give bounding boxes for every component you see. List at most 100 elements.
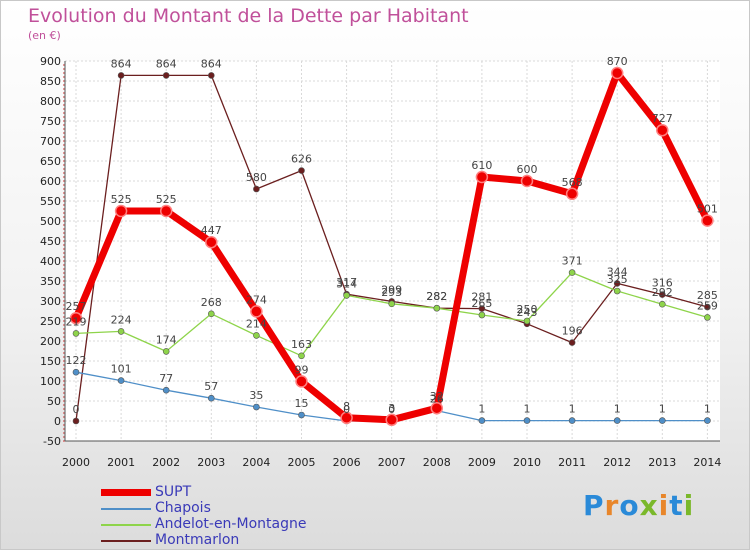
data-label: 265 [471, 297, 492, 310]
data-point [568, 269, 576, 276]
data-label: 8 [343, 400, 350, 413]
data-label: 525 [156, 193, 177, 206]
data-point [658, 300, 666, 308]
data-label: 299 [381, 283, 402, 296]
legend-label: SUPT [155, 484, 192, 500]
grid [65, 60, 720, 442]
data-label: 292 [652, 286, 673, 299]
data-point [208, 394, 215, 402]
x-tick-label: 2009 [468, 456, 496, 469]
data-label: 77 [159, 372, 173, 385]
data-label: 1 [659, 403, 666, 416]
data-label: 3 [388, 402, 395, 415]
data-point [72, 368, 80, 376]
data-label: 317 [336, 276, 357, 289]
data-point [162, 386, 170, 394]
data-point [388, 300, 396, 308]
y-tick-label: 750 [40, 115, 61, 128]
data-label: 325 [607, 273, 628, 286]
data-point [704, 417, 711, 424]
data-label: 501 [697, 203, 718, 216]
data-label: 864 [156, 57, 177, 70]
data-label: 282 [426, 290, 447, 303]
x-tick-label: 2002 [152, 456, 180, 469]
data-label: 371 [562, 255, 583, 268]
series-andelot-en-montagne [72, 269, 711, 360]
data-label: 344 [607, 265, 628, 278]
data-label: 525 [111, 193, 132, 206]
data-point [701, 214, 714, 227]
y-tick-label: 50 [47, 395, 61, 408]
data-point [656, 123, 669, 137]
data-label: 219 [66, 315, 87, 328]
data-point [613, 417, 621, 424]
data-point [253, 332, 260, 339]
logo-letter: P [583, 489, 605, 522]
data-label: 122 [66, 354, 87, 367]
data-label: 214 [246, 317, 267, 330]
data-label: 864 [201, 57, 222, 70]
legend-label: Andelot-en-Montagne [155, 516, 307, 532]
data-point [72, 330, 80, 337]
data-point [433, 304, 441, 312]
data-point [610, 66, 624, 80]
data-point [523, 417, 531, 424]
data-point [208, 310, 215, 318]
data-point [117, 377, 125, 384]
data-label: 196 [562, 325, 583, 338]
data-label: 32 [430, 390, 444, 403]
data-label: 600 [517, 163, 538, 176]
data-label: 259 [697, 299, 718, 312]
data-label: 257 [66, 300, 87, 313]
data-label: 101 [111, 363, 132, 376]
data-point [250, 305, 263, 318]
data-label: 268 [201, 296, 222, 309]
data-point [520, 174, 534, 188]
axes: -500501001502002503003504004505005506006… [40, 55, 721, 469]
logo-letter: r [604, 489, 620, 522]
data-point [253, 403, 260, 411]
logo-letter: i [658, 489, 670, 522]
x-tick-label: 2005 [288, 456, 316, 469]
x-tick-label: 2010 [513, 456, 541, 469]
y-tick-label: 350 [40, 275, 61, 288]
legend-label: Montmarlon [155, 532, 240, 548]
data-label: 293 [381, 286, 402, 299]
data-label: 250 [517, 303, 538, 316]
data-point [613, 280, 621, 287]
data-point [658, 291, 666, 298]
y-tick-label: 800 [40, 95, 61, 108]
data-label: 447 [201, 224, 222, 237]
data-point [565, 187, 579, 201]
data-label: 568 [562, 176, 583, 189]
data-label: 274 [246, 293, 267, 306]
legend-swatch [101, 508, 151, 510]
data-label: 0 [73, 403, 80, 416]
data-point [162, 72, 170, 79]
legend-swatch [101, 489, 151, 496]
x-tick-label: 2007 [378, 456, 406, 469]
data-point [478, 417, 486, 424]
data-label: 0 [343, 403, 350, 416]
data-point [478, 311, 486, 319]
data-label: 163 [291, 338, 312, 351]
series-layer [69, 66, 714, 427]
data-label: 15 [295, 397, 309, 410]
y-tick-label: 250 [40, 315, 61, 328]
data-label: 35 [249, 389, 263, 402]
data-label: 1 [478, 403, 485, 416]
proxiti-logo: Proxiti [583, 489, 694, 522]
y-tick-label: 900 [40, 55, 61, 68]
data-label: 243 [517, 306, 538, 319]
data-point [523, 317, 531, 325]
y-tick-label: 450 [40, 235, 61, 248]
data-point [298, 167, 305, 174]
data-point [385, 413, 398, 427]
chart-subtitle: (en €) [28, 29, 61, 42]
data-point [658, 417, 666, 424]
data-point [295, 375, 308, 388]
data-label: 316 [652, 277, 673, 290]
y-tick-label: 300 [40, 295, 61, 308]
data-point [72, 417, 80, 425]
